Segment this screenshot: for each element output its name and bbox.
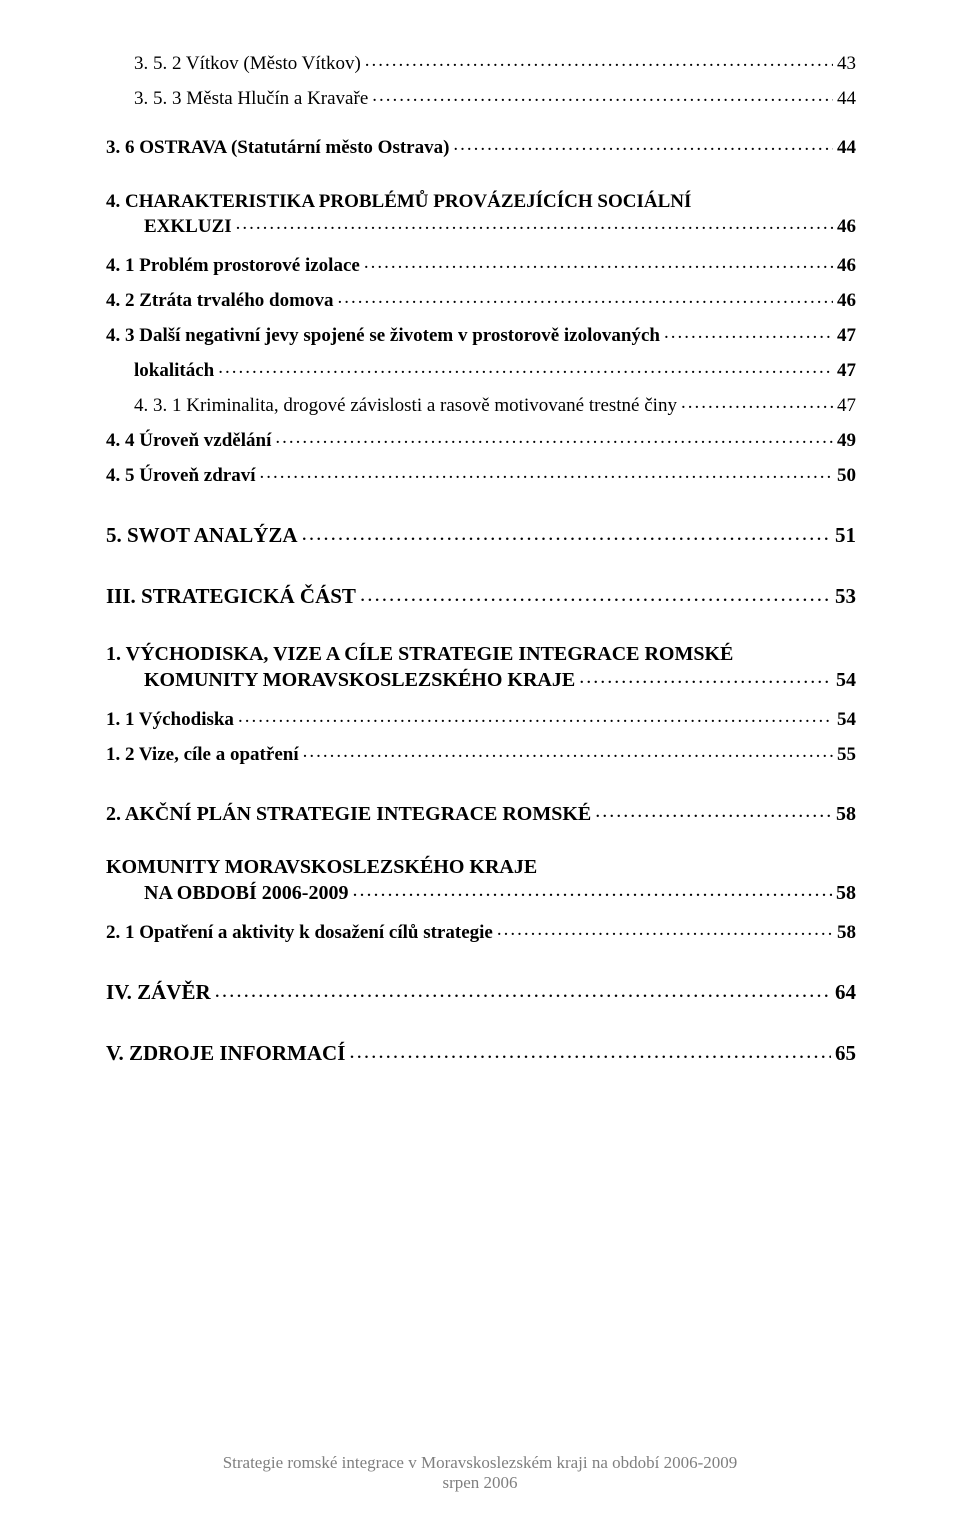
toc-page-number: 53 <box>835 584 856 609</box>
toc-leader <box>302 521 831 542</box>
toc-label: 3. 5. 3 Města Hlučín a Kravaře <box>134 88 368 110</box>
toc-label: 5. SWOT ANALÝZA <box>106 523 298 548</box>
toc-page-number: 46 <box>837 216 856 238</box>
toc-row: 4. 5 Úroveň zdraví 50 <box>106 462 856 487</box>
toc-wrap: 4. CHARAKTERISTIKA PROBLÉMŮ PROVÁZEJÍCÍC… <box>106 191 856 238</box>
toc-page-number: 49 <box>837 430 856 452</box>
toc-row: 4. 2 Ztráta trvalého domova 46 <box>106 287 856 312</box>
toc-label-line2: EXKLUZI <box>144 216 232 238</box>
toc-leader <box>218 357 833 376</box>
toc-row: 4. 1 Problém prostorové izolace 46 <box>106 252 856 277</box>
toc-page-number: 58 <box>837 922 856 944</box>
toc-row: lokalitách 47 <box>106 357 856 382</box>
toc-page-number: 65 <box>835 1041 856 1066</box>
toc-page-number: 58 <box>836 882 856 905</box>
toc-row: 3. 5. 3 Města Hlučín a Kravaře 44 <box>106 85 856 110</box>
toc-label-line1: 4. CHARAKTERISTIKA PROBLÉMŮ PROVÁZEJÍCÍC… <box>106 191 856 213</box>
toc-row: III. STRATEGICKÁ ČÁST 53 <box>106 582 856 609</box>
toc-leader <box>349 1039 831 1060</box>
toc-label-line1: KOMUNITY MORAVSKOSLEZSKÉHO KRAJE <box>106 856 856 879</box>
toc-label: III. STRATEGICKÁ ČÁST <box>106 584 356 609</box>
toc-label: 4. 3 Další negativní jevy spojené se živ… <box>106 325 660 347</box>
toc-row: 4. 4 Úroveň vzdělání 49 <box>106 427 856 452</box>
toc-page-number: 47 <box>837 360 856 382</box>
toc-row: 2. 1 Opatření a aktivity k dosažení cílů… <box>106 919 856 944</box>
toc-leader <box>579 666 832 686</box>
toc-row: 1. 1 Východiska 54 <box>106 706 856 731</box>
toc-row: 4. 3. 1 Kriminalita, drogové závislosti … <box>106 392 856 417</box>
toc-leader <box>337 287 833 306</box>
toc-label: lokalitách <box>134 360 214 382</box>
page: 3. 5. 2 Vítkov (Město Vítkov) 43 3. 5. 3 M… <box>0 0 960 1529</box>
table-of-contents: 3. 5. 2 Vítkov (Město Vítkov) 43 3. 5. 3 M… <box>106 50 856 1066</box>
toc-leader <box>664 322 833 341</box>
toc-leader <box>215 978 831 999</box>
toc-wrap: 1. VÝCHODISKA, VIZE A CÍLE STRATEGIE INT… <box>106 643 856 692</box>
toc-label: 4. 5 Úroveň zdraví <box>106 465 256 487</box>
toc-leader <box>595 800 832 820</box>
toc-leader <box>303 741 833 760</box>
toc-label-line1: 1. VÝCHODISKA, VIZE A CÍLE STRATEGIE INT… <box>106 643 856 666</box>
toc-leader <box>352 879 832 899</box>
toc-label: 4. 1 Problém prostorové izolace <box>106 255 360 277</box>
toc-row: 3. 5. 2 Vítkov (Město Vítkov) 43 <box>106 50 856 75</box>
toc-label: 4. 2 Ztráta trvalého domova <box>106 290 333 312</box>
toc-row: 1. 2 Vize, cíle a opatření 55 <box>106 741 856 766</box>
toc-row: 2. AKČNÍ PLÁN STRATEGIE INTEGRACE ROMSKÉ… <box>106 800 856 826</box>
toc-row-line2: NA OBDOBÍ 2006-2009 58 <box>106 879 856 905</box>
toc-label: V. ZDROJE INFORMACÍ <box>106 1041 345 1066</box>
toc-row: 5. SWOT ANALÝZA 51 <box>106 521 856 548</box>
toc-leader <box>497 919 833 938</box>
toc-label: IV. ZÁVĚR <box>106 980 211 1005</box>
toc-page-number: 47 <box>837 395 856 417</box>
toc-row: 4. 3 Další negativní jevy spojené se živ… <box>106 322 856 347</box>
toc-leader <box>681 392 833 411</box>
toc-label-line2: NA OBDOBÍ 2006-2009 <box>144 882 348 905</box>
toc-row-line2: KOMUNITY MORAVSKOSLEZSKÉHO KRAJE 54 <box>106 666 856 692</box>
toc-leader <box>364 252 833 271</box>
toc-leader <box>360 582 831 603</box>
toc-page-number: 58 <box>836 803 856 826</box>
toc-label: 4. 3. 1 Kriminalita, drogové závislosti … <box>134 395 677 417</box>
toc-page-number: 43 <box>837 53 856 75</box>
toc-row: V. ZDROJE INFORMACÍ 65 <box>106 1039 856 1066</box>
toc-label: 2. 1 Opatření a aktivity k dosažení cílů… <box>106 922 493 944</box>
toc-page-number: 54 <box>837 709 856 731</box>
toc-label: 1. 2 Vize, cíle a opatření <box>106 744 299 766</box>
toc-page-number: 64 <box>835 980 856 1005</box>
toc-label-line2: KOMUNITY MORAVSKOSLEZSKÉHO KRAJE <box>144 669 575 692</box>
toc-leader <box>275 427 833 446</box>
footer: Strategie romské integrace v Moravskosle… <box>0 1453 960 1493</box>
toc-label: 2. AKČNÍ PLÁN STRATEGIE INTEGRACE ROMSKÉ <box>106 803 591 826</box>
toc-leader <box>236 213 833 232</box>
toc-leader <box>260 462 833 481</box>
toc-page-number: 46 <box>837 255 856 277</box>
footer-line-1: Strategie romské integrace v Moravskosle… <box>0 1453 960 1473</box>
toc-leader <box>453 134 833 153</box>
toc-wrap: KOMUNITY MORAVSKOSLEZSKÉHO KRAJENA OBDOB… <box>106 856 856 905</box>
toc-label: 3. 6 OSTRAVA (Statutární město Ostrava) <box>106 137 449 159</box>
toc-label: 3. 5. 2 Vítkov (Město Vítkov) <box>134 53 361 75</box>
toc-page-number: 50 <box>837 465 856 487</box>
toc-leader <box>238 706 833 725</box>
footer-line-2: srpen 2006 <box>0 1473 960 1493</box>
toc-page-number: 55 <box>837 744 856 766</box>
toc-label: 1. 1 Východiska <box>106 709 234 731</box>
toc-row-line2: EXKLUZI 46 <box>106 213 856 238</box>
toc-row: IV. ZÁVĚR 64 <box>106 978 856 1005</box>
toc-page-number: 44 <box>837 88 856 110</box>
toc-page-number: 46 <box>837 290 856 312</box>
toc-page-number: 54 <box>836 669 856 692</box>
toc-page-number: 47 <box>837 325 856 347</box>
toc-leader <box>365 50 833 69</box>
toc-leader <box>372 85 833 104</box>
toc-page-number: 44 <box>837 137 856 159</box>
toc-row: 3. 6 OSTRAVA (Statutární město Ostrava) 4… <box>106 134 856 159</box>
toc-label: 4. 4 Úroveň vzdělání <box>106 430 271 452</box>
toc-page-number: 51 <box>835 523 856 548</box>
